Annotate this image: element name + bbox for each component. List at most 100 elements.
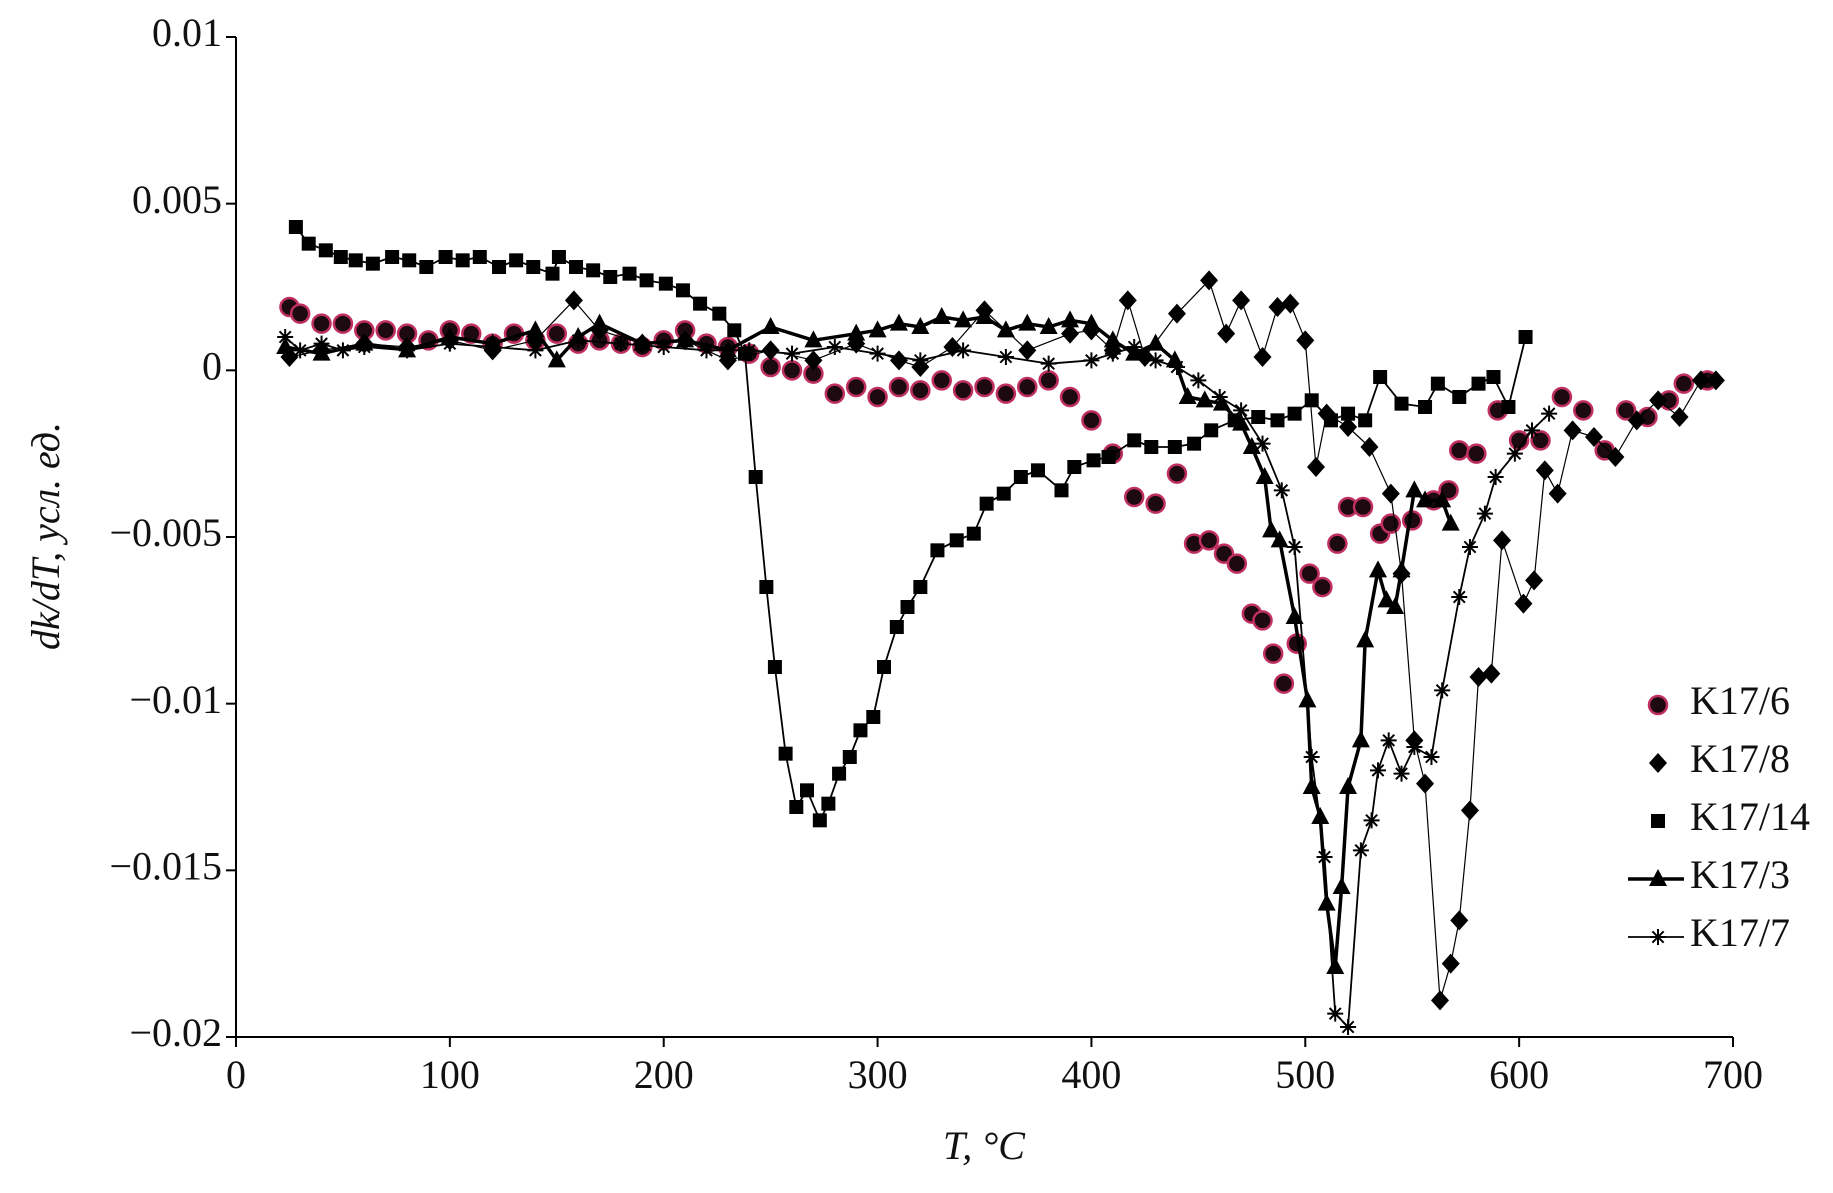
marker-circle: [781, 360, 803, 381]
marker-circle: [546, 323, 568, 344]
marker-asterisk: [1233, 402, 1250, 419]
marker-square: [778, 746, 793, 761]
marker-asterisk: [655, 339, 672, 355]
marker-square: [913, 580, 928, 594]
marker-circle: [1123, 486, 1145, 508]
marker-asterisk: [1506, 445, 1523, 462]
marker-diamond: [1268, 297, 1287, 317]
marker-square: [603, 270, 618, 284]
marker-circle: [1327, 533, 1348, 554]
marker-diamond: [889, 350, 908, 371]
marker-asterisk: [1273, 482, 1290, 499]
marker-triangle: [1270, 530, 1289, 548]
marker-asterisk: [356, 339, 373, 355]
marker-triangle: [1018, 313, 1037, 331]
marker-circle: [1262, 643, 1284, 664]
marker-square: [288, 220, 303, 234]
x-axis-label: T, °C: [943, 1123, 1026, 1168]
marker-square: [333, 250, 348, 264]
marker-triangle: [804, 330, 823, 348]
marker-square: [759, 580, 774, 594]
marker-circle: [1081, 410, 1102, 431]
marker-square: [569, 260, 584, 274]
marker-circle: [1673, 373, 1695, 394]
marker-square: [1067, 460, 1082, 474]
marker-square: [492, 260, 507, 274]
marker-diamond: [1535, 460, 1554, 481]
marker-asterisk: [1327, 1005, 1344, 1022]
marker-triangle: [526, 320, 545, 338]
marker-triangle: [1061, 310, 1080, 328]
marker-diamond: [1281, 293, 1300, 314]
marker-square: [1030, 463, 1045, 478]
marker-square: [1486, 370, 1501, 384]
marker-square: [1518, 330, 1533, 344]
marker-circle: [1059, 386, 1081, 408]
marker-asterisk: [1211, 389, 1228, 405]
marker-diamond: [1306, 457, 1325, 477]
marker-asterisk: [1352, 842, 1369, 859]
marker-asterisk: [1541, 405, 1558, 422]
marker-asterisk: [1286, 539, 1303, 555]
marker-asterisk: [277, 329, 294, 345]
marker-square: [767, 660, 782, 674]
marker-diamond: [1061, 323, 1080, 344]
marker-diamond: [1217, 323, 1236, 344]
marker-circle: [1449, 440, 1470, 461]
marker-asterisk: [1126, 339, 1143, 355]
marker-circle: [1198, 530, 1220, 551]
marker-square: [639, 273, 654, 288]
marker-asterisk: [313, 335, 330, 352]
marker-square: [1323, 413, 1338, 428]
marker-diamond: [1381, 483, 1400, 504]
marker-triangle: [547, 350, 566, 368]
marker-square: [365, 256, 380, 271]
marker-diamond: [1416, 773, 1435, 794]
marker-square: [1287, 406, 1302, 421]
marker-triangle: [1232, 413, 1251, 431]
marker-triangle: [1302, 777, 1321, 794]
marker-square: [622, 266, 637, 281]
marker-square: [712, 306, 727, 321]
marker-diamond: [1441, 953, 1460, 974]
marker-asterisk: [484, 339, 501, 355]
marker-diamond: [564, 290, 583, 311]
marker-circle: [1252, 610, 1273, 631]
marker-triangle: [911, 317, 930, 334]
y-tick-label: 0.01: [152, 10, 222, 55]
marker-circle: [1466, 443, 1487, 464]
marker-square: [318, 243, 333, 258]
marker-diamond: [1339, 417, 1358, 437]
marker-diamond: [761, 340, 780, 361]
marker-square: [1144, 440, 1159, 454]
marker-square: [1452, 390, 1467, 404]
marker-square: [658, 276, 673, 291]
marker-circle: [1145, 493, 1166, 514]
marker-asterisk: [1523, 422, 1540, 439]
marker-circle: [1312, 576, 1333, 598]
marker-triangle: [847, 323, 866, 341]
marker-square: [551, 250, 566, 264]
marker-circle: [1615, 400, 1637, 421]
marker-asterisk: [826, 339, 843, 355]
marker-diamond: [1167, 303, 1186, 324]
marker-diamond: [1118, 290, 1137, 311]
marker-asterisk: [698, 342, 715, 359]
marker-circle: [1352, 496, 1374, 518]
marker-circle: [974, 376, 995, 398]
marker-square: [1358, 413, 1373, 428]
marker-square: [526, 260, 541, 274]
marker-diamond: [1431, 990, 1450, 1011]
marker-diamond: [1514, 593, 1533, 614]
marker-asterisk: [1461, 539, 1478, 555]
marker-diamond: [1360, 437, 1379, 457]
marker-triangle: [1082, 313, 1101, 331]
marker-diamond: [1706, 370, 1725, 391]
marker-triangle: [590, 313, 609, 331]
y-tick-label: 0: [202, 344, 222, 389]
marker-triangle: [1405, 480, 1424, 498]
legend-label: K17/7: [1690, 910, 1790, 955]
series-line: [295, 226, 1527, 822]
marker-diamond: [1296, 330, 1315, 351]
marker-square: [748, 470, 763, 484]
